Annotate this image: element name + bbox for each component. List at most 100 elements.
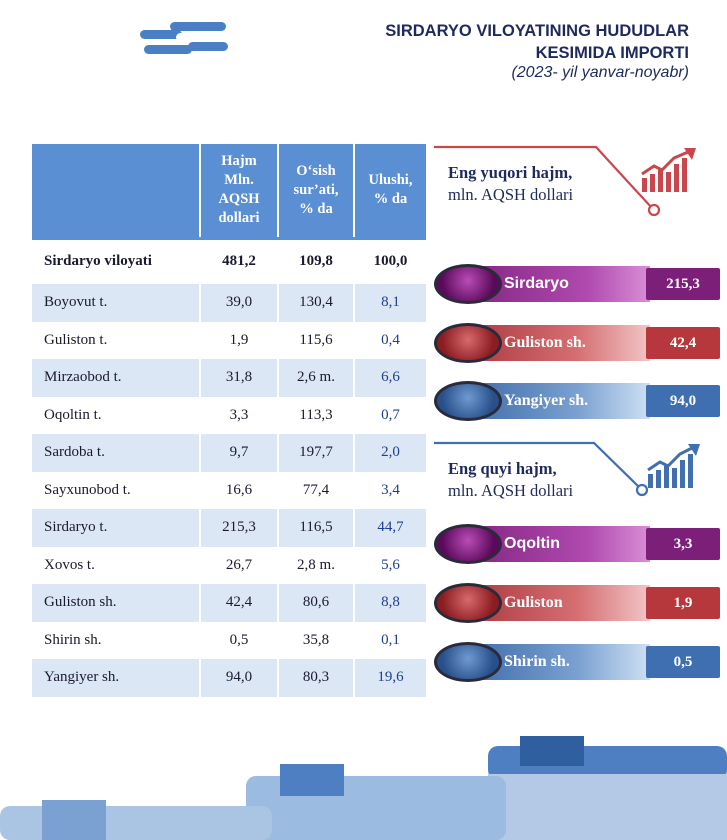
cell-share: 8,8 [353, 584, 426, 622]
bottom-item-1: 3,3 Oqoltin [434, 524, 724, 564]
table-row: Shirin sh. 0,5 35,8 0,1 [32, 621, 426, 659]
table-row: Sayxunobod t. 16,6 77,4 3,4 [32, 471, 426, 509]
oval-marker-icon [434, 583, 502, 623]
cell-region: Sayxunobod t. [44, 481, 131, 498]
cell-growth: 197,7 [277, 434, 354, 472]
cell-share: 44,7 [353, 509, 426, 547]
table-row: Xovos t. 26,7 2,8 m. 5,6 [32, 546, 426, 584]
cell-region: Mirzaobod t. [32, 359, 200, 397]
oval-marker-icon [434, 323, 502, 363]
cell-region: Sirdaryo viloyati [32, 236, 200, 284]
oval-marker-icon [434, 381, 502, 421]
header-region [32, 144, 200, 238]
cell-volume: 481,2 [199, 236, 278, 284]
top-item-3-label: Yangiyer sh. [504, 392, 589, 409]
bottom-heading: Eng quyi hajm, mln. AQSH dollari [448, 459, 574, 500]
top-item-3-value: 94,0 [646, 385, 720, 417]
cell-region: Shirin sh. [44, 631, 102, 648]
page-title: SIRDARYO VILOYATINING HUDUDLAR KESIMIDA … [385, 22, 689, 62]
cell-growth: 2,8 m. [277, 546, 354, 584]
cell-region: Oqoltin t. [44, 406, 102, 423]
cell-share: 19,6 [353, 659, 426, 697]
cell-growth: 115,6 [277, 321, 354, 359]
cell-region: Sirdaryo t. [32, 509, 200, 547]
cell-volume: 42,4 [199, 584, 278, 622]
oval-marker-icon [434, 642, 502, 682]
cell-volume: 1,9 [199, 321, 278, 359]
table-header-row: Hajm Mln. AQSH dollari O‘sish sur’ati, % da… [32, 144, 426, 238]
cell-region: Yangiyer sh. [32, 659, 200, 697]
top-item-1-label: Sirdaryo [504, 275, 569, 292]
header-growth: O‘sish sur’ati, % da [277, 144, 354, 238]
cell-growth: 2,6 m. [277, 359, 354, 397]
cell-region: Xovos t. [44, 556, 95, 573]
top-item-3: 94,0 Yangiyer sh. [434, 381, 724, 421]
top-item-1: 215,3 Sirdaryo [434, 264, 724, 304]
header-volume: Hajm Mln. AQSH dollari [199, 144, 278, 238]
table-row: Guliston t. 1,9 115,6 0,4 [32, 321, 426, 359]
bottom-item-1-value: 3,3 [646, 528, 720, 560]
table-row: Mirzaobod t. 31,8 2,6 m. 6,6 [32, 359, 426, 397]
table-row: Sardoba t. 9,7 197,7 2,0 [32, 434, 426, 472]
growth-chart-red-icon [641, 148, 696, 192]
decorative-steps [0, 736, 727, 840]
cell-region: Guliston sh. [32, 584, 200, 622]
bottom-item-2-label: Guliston [504, 594, 563, 611]
top-item-1-value: 215,3 [646, 268, 720, 300]
growth-chart-blue-icon [647, 444, 700, 488]
cell-volume: 39,0 [199, 284, 278, 322]
cell-volume: 215,3 [199, 509, 278, 547]
table-row: Yangiyer sh. 94,0 80,3 19,6 [32, 659, 426, 697]
header-share: Ulushi,% da [353, 144, 426, 238]
cell-share: 2,0 [353, 434, 426, 472]
table-row: Sirdaryo t. 215,3 116,5 44,7 [32, 509, 426, 547]
oval-marker-icon [434, 524, 502, 564]
bottom-heading-frame [434, 441, 649, 497]
oval-marker-icon [434, 264, 502, 304]
table-row-total: Sirdaryo viloyati 481,2 109,8 100,0 [32, 236, 426, 284]
cell-region: Boyovut t. [32, 284, 200, 322]
bottom-item-2: 1,9 Guliston [434, 583, 724, 623]
cell-growth: 80,3 [277, 659, 354, 697]
top-item-2-label: Guliston sh. [504, 334, 586, 351]
chain-link-logo-icon [140, 22, 228, 54]
table-row: Boyovut t. 39,0 130,4 8,1 [32, 284, 426, 322]
top-heading-frame [434, 145, 661, 217]
bottom-item-3: 0,5 Shirin sh. [434, 642, 724, 682]
table-row: Oqoltin t. 3,3 113,3 0,7 [32, 396, 426, 434]
cell-share: 0,7 [353, 396, 426, 434]
top-item-2-value: 42,4 [646, 327, 720, 359]
cell-share: 100,0 [353, 236, 426, 284]
cell-region: Guliston t. [44, 331, 108, 348]
cell-growth: 113,3 [277, 396, 354, 434]
bottom-item-3-value: 0,5 [646, 646, 720, 678]
top-item-2: 42,4 Guliston sh. [434, 323, 724, 363]
cell-share: 8,1 [353, 284, 426, 322]
cell-volume: 94,0 [199, 659, 278, 697]
page-subtitle: (2023- yil yanvar-noyabr) [511, 64, 689, 81]
cell-growth: 116,5 [277, 509, 354, 547]
cell-volume: 0,5 [199, 621, 278, 659]
cell-share: 0,4 [353, 321, 426, 359]
cell-share: 3,4 [353, 471, 426, 509]
cell-growth: 80,6 [277, 584, 354, 622]
top-heading: Eng yuqori hajm, mln. AQSH dollari [448, 163, 574, 204]
cell-share: 6,6 [353, 359, 426, 397]
import-table: Hajm Mln. AQSH dollari O‘sish sur’ati, % da… [32, 144, 426, 697]
cell-growth: 109,8 [277, 236, 354, 284]
cell-share: 0,1 [353, 621, 426, 659]
bottom-item-3-label: Shirin sh. [504, 653, 570, 670]
cell-volume: 3,3 [199, 396, 278, 434]
cell-volume: 9,7 [199, 434, 278, 472]
cell-volume: 31,8 [199, 359, 278, 397]
bottom-item-1-label: Oqoltin [504, 535, 560, 552]
cell-growth: 77,4 [277, 471, 354, 509]
table-row: Guliston sh. 42,4 80,6 8,8 [32, 584, 426, 622]
cell-volume: 16,6 [199, 471, 278, 509]
cell-growth: 130,4 [277, 284, 354, 322]
cell-volume: 26,7 [199, 546, 278, 584]
cell-share: 5,6 [353, 546, 426, 584]
bottom-item-2-value: 1,9 [646, 587, 720, 619]
cell-region: Sardoba t. [32, 434, 200, 472]
cell-growth: 35,8 [277, 621, 354, 659]
